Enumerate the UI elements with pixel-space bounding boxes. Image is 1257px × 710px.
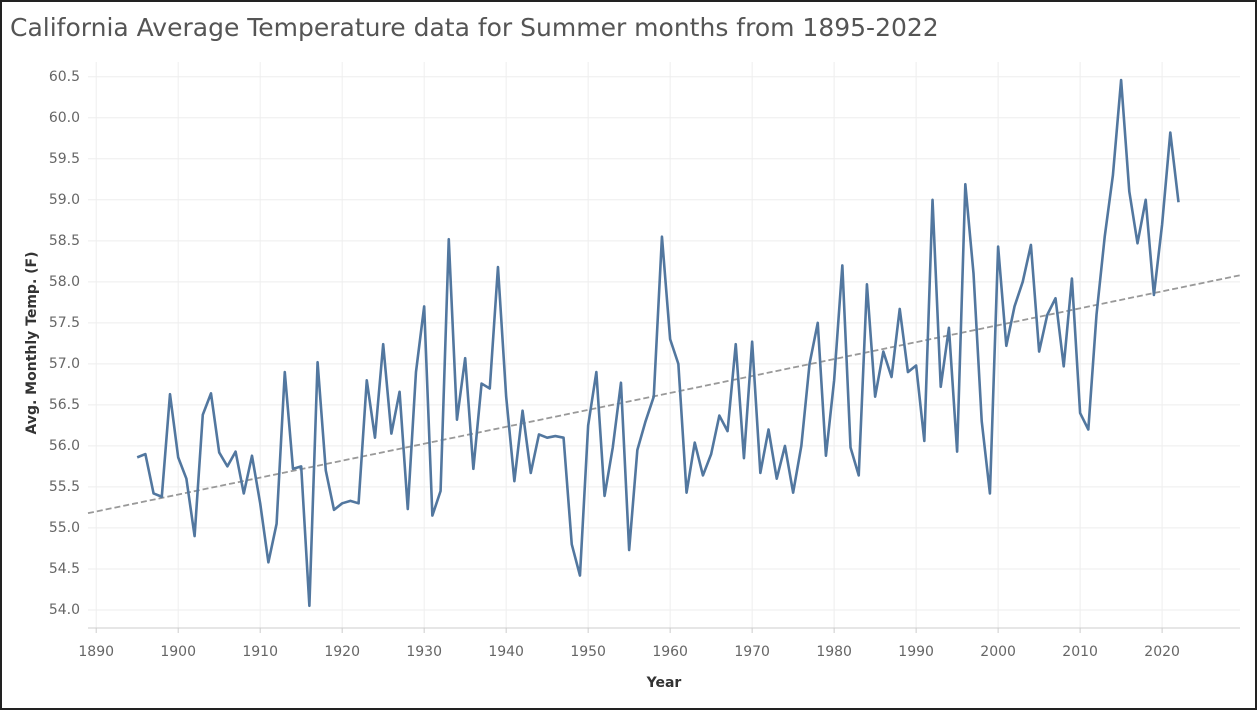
x-tick-label: 2000 xyxy=(980,644,1016,660)
x-tick-label: 1980 xyxy=(816,644,852,660)
y-tick-label: 60.5 xyxy=(49,69,80,85)
x-tick-label: 1910 xyxy=(242,644,278,660)
y-axis-label: Avg. Monthly Temp. (F) xyxy=(24,252,40,435)
y-tick-label: 55.0 xyxy=(49,520,80,536)
y-tick-label: 54.5 xyxy=(49,561,80,577)
x-axis-label: Year xyxy=(646,675,682,691)
x-tick-label: 1970 xyxy=(734,644,770,660)
x-tick-label: 1960 xyxy=(652,644,688,660)
y-tick-label: 57.5 xyxy=(49,315,80,331)
y-tick-label: 58.0 xyxy=(49,274,80,290)
y-tick-label: 59.0 xyxy=(49,192,80,208)
y-tick-label: 56.0 xyxy=(49,438,80,454)
x-tick-label: 1890 xyxy=(78,644,114,660)
y-tick-label: 59.5 xyxy=(49,151,80,167)
x-tick-label: 1930 xyxy=(406,644,442,660)
y-tick-label: 60.0 xyxy=(49,110,80,126)
x-tick-label: 1990 xyxy=(898,644,934,660)
x-tick-label: 1920 xyxy=(324,644,360,660)
x-tick-label: 1900 xyxy=(160,644,196,660)
y-tick-label: 57.0 xyxy=(49,356,80,372)
trend-line xyxy=(87,274,1241,515)
y-tick-label: 55.5 xyxy=(49,479,80,495)
chart-title: California Average Temperature data for … xyxy=(10,13,939,42)
x-tick-label: 1950 xyxy=(570,644,606,660)
y-tick-label: 56.5 xyxy=(49,397,80,413)
x-tick-label: 2010 xyxy=(1062,644,1098,660)
y-tick-label: 54.0 xyxy=(49,602,80,618)
y-tick-label: 58.5 xyxy=(49,233,80,249)
x-tick-label: 1940 xyxy=(488,644,524,660)
x-tick-label: 2020 xyxy=(1144,644,1180,660)
data-line xyxy=(136,78,1180,608)
